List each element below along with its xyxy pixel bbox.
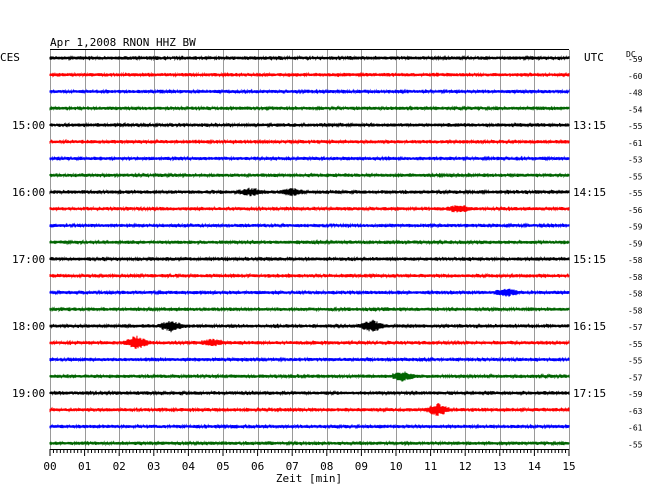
dc-offset-label: -58 [628,290,643,299]
dc-offset-label: -53 [628,156,643,165]
x-tick-label: 06 [251,460,264,473]
left-hour-label: 15:00 [12,119,45,132]
dc-offset-label: -48 [628,89,643,98]
trace-line [49,71,570,78]
x-axis: 00 01 02 03 04 05 06 07 08 09 10 11 12 13 14 15 [43,449,576,473]
trace-line [49,356,570,363]
trace-line [49,288,570,297]
x-tick-label: 11 [424,460,437,473]
x-tick-label: 09 [355,460,368,473]
trace-line [49,306,570,313]
left-timezone-label: CES [0,51,20,64]
trace-line [49,88,570,95]
trace-line [49,389,570,397]
dc-offset-label: -61 [628,139,643,148]
dc-offset-label: -55 [628,440,643,449]
x-tick-label: 05 [216,460,229,473]
dc-offset-label: -55 [628,189,643,198]
dc-label: DC [626,50,636,59]
x-tick-label: 12 [459,460,472,473]
left-hour-label: 17:00 [12,253,45,266]
seismic-traces [49,54,570,447]
dc-offset-label: -61 [628,424,643,433]
trace-line [49,319,570,333]
dc-offset-label: -54 [628,105,643,114]
left-hour-label: 16:00 [12,186,45,199]
dc-offset-label: -55 [628,172,643,181]
x-tick-label: 08 [320,460,333,473]
trace-line [49,239,570,246]
x-tick-label: 04 [182,460,196,473]
x-tick-label: 01 [78,460,91,473]
trace-line [49,155,570,162]
dc-offset-label: -59 [628,223,643,232]
dc-offset-label: -59 [628,55,643,64]
dc-offset-label: -59 [628,390,643,399]
x-tick-label: 00 [43,460,56,473]
trace-line [49,423,570,430]
x-tick-label: 02 [113,460,126,473]
trace-line [49,205,570,213]
trace-line [49,440,570,447]
dc-offset-label: -56 [628,206,643,215]
x-tick-label: 07 [286,460,299,473]
trace-line [49,121,570,129]
trace-line [49,402,570,416]
right-timezone-label: UTC [584,51,604,64]
chart-title: Apr 1,2008 RNON HHZ BW [50,36,196,49]
x-tick-label: 10 [389,460,402,473]
trace-line [49,371,570,382]
right-hour-label: 17:15 [573,387,606,400]
minute-gridlines [50,50,570,449]
left-hour-label: 18:00 [12,320,45,333]
dc-offset-label: -55 [628,122,643,131]
dc-offset-label: -58 [628,256,643,265]
right-hour-label: 16:15 [573,320,606,333]
right-hour-label: 13:15 [573,119,606,132]
trace-line [49,222,570,229]
left-hour-label: 19:00 [12,387,45,400]
trace-line [49,172,570,179]
right-hour-labels: 13:15 14:15 15:15 16:15 17:15 [573,119,606,400]
trace-line [49,335,570,350]
trace-line [49,255,570,263]
trace-line [49,187,570,197]
dc-offset-label: -59 [628,239,643,248]
dc-offset-label: -57 [628,323,643,332]
dc-offset-label: -55 [628,357,643,366]
right-hour-label: 14:15 [573,186,606,199]
dc-offset-label: -57 [628,373,643,382]
x-axis-label: Zeit [min] [276,472,342,485]
dc-offset-label: -58 [628,273,643,282]
dc-offset-labels: -59 -60 -48 -54 -55 -61 -53 -55 -55 -56 -59 -59 -58 -… [628,55,643,449]
right-hour-label: 15:15 [573,253,606,266]
dc-offset-label: -55 [628,340,643,349]
x-tick-label: 15 [562,460,575,473]
dc-offset-label: -63 [628,407,643,416]
trace-line [49,54,570,62]
left-hour-labels: 15:00 16:00 17:00 18:00 19:00 [12,119,45,400]
dc-offset-label: -60 [628,72,643,81]
trace-line [49,272,570,279]
trace-line [49,138,570,145]
x-tick-label: 03 [147,460,160,473]
x-tick-label: 13 [493,460,506,473]
x-tick-label: 14 [528,460,542,473]
trace-line [49,105,570,112]
dc-offset-label: -58 [628,306,643,315]
